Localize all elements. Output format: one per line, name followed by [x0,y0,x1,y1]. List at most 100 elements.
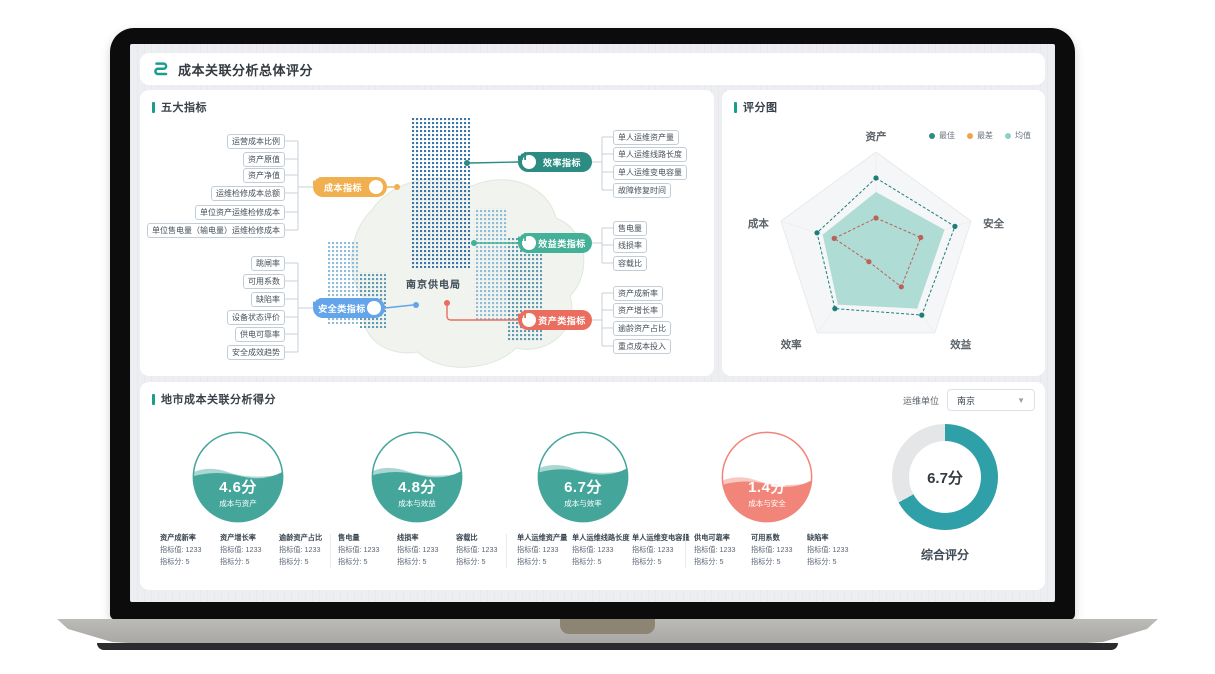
mindmap-leaf-benefit-1: 线损率 [613,238,647,253]
panel-score-radar-header: 评分图 [734,99,778,115]
gauge-label: 成本与效率 [564,499,602,508]
metric-11: 缺陷率 指标值: 1233 指标分: 5 [807,532,849,568]
gauge-score: 4.6分 [219,479,257,496]
mindmap-branch-label: 安全类指标 [318,303,366,314]
laptop-base-strip [97,643,1118,650]
radar-series-worst [833,217,922,288]
legend-item-1[interactable]: 最差 [967,130,993,141]
radar-series-best-dot [814,230,820,236]
mindmap-leaf-safety-3: 设备状态评价 [227,310,285,325]
panel-city-scores: 地市成本关联分析得分 运维单位 南京 ▼ 6.7分 综合评分 4.6分 成本与资产… [140,382,1045,590]
building-illustration [412,118,470,268]
mindmap-connectors [285,262,313,353]
mindmap-leaf-safety-4: 供电可靠率 [235,327,285,342]
legend-dot [929,132,935,139]
gauge-score: 4.8分 [398,479,436,496]
radar-series-best-dot [952,223,958,229]
gauge-label: 成本与资产 [219,499,257,508]
radar-series-worst-dot [918,234,924,241]
mindmap-branch-safety[interactable]: 安全类指标 [313,298,385,318]
radar-series-best [816,177,956,316]
mindmap-leaf-safety-2: 缺陷率 [251,292,285,307]
overall-score: 6.7分 [927,469,963,487]
metric-score: 指标分: 5 [456,557,486,566]
radar-axis-label: 效益 [950,338,971,351]
radar-legend: 最佳 最差 均值 [929,130,1031,141]
building-illustration [474,208,508,320]
metric-name: 容载比 [456,533,478,542]
legend-label: 最佳 [939,131,955,140]
metric-4: 线损率 指标值: 1233 指标分: 5 [397,532,439,568]
legend-dot [967,132,973,139]
metric-value: 指标值: 1233 [338,545,380,554]
legend-label: 最差 [977,131,993,140]
branch-link [384,304,414,309]
metric-8: 单人运维变电容量 指标值: 1233 指标分: 5 [632,532,690,568]
mindmap-leaf-cost-4: 单位资产运维检修成本 [195,205,285,220]
metric-score: 指标分: 5 [694,557,724,566]
mindmap-leaf-efficiency-0: 单人运维资产量 [613,130,679,145]
bar-chart-icon [518,233,536,250]
gauge-score: 6.7分 [564,479,602,496]
radar-axis-label: 资产 [866,130,887,143]
liquid-gauge-1: 4.8分 成本与效益 [370,430,464,524]
unit-filter: 运维单位 南京 ▼ [903,389,1035,411]
branch-link-dot [444,300,450,306]
metric-score: 指标分: 5 [220,557,250,566]
legend-item-2[interactable]: 均值 [1005,130,1031,141]
metrics-divider [506,534,507,568]
legend-item-0[interactable]: 最佳 [929,130,955,141]
metric-value: 指标值: 1233 [632,545,674,554]
mindmap-branch-cost[interactable]: 成本指标 [313,177,387,197]
mindmap-leaf-asset-2: 逾龄资产占比 [613,321,671,336]
mindmap-branch-benefit[interactable]: 效益类指标 [518,233,592,253]
mindmap-leaf-asset-1: 资产增长率 [613,303,663,318]
panel-five-indicators: 五大指标 运营成本比例 资产原值 资产净值 运维检修成本总额 单位资产运维检修成本 单位售… [140,90,714,376]
mindmap-branch-label: 资产类指标 [538,315,586,326]
metric-1: 资产增长率指标值: 1233 指标分: 5 [220,532,262,568]
liquid-gauge-2: 6.7分成本与效率 [536,430,630,524]
metric-value: 指标值: 1233 [160,545,202,554]
radar-series-best-dot [873,175,879,181]
mindmap-branch-asset[interactable]: 资产类指标 [518,310,592,330]
panel-city-scores-title: 地市成本关联分析得分 [161,394,276,406]
metric-name: 资产增长率 [220,533,256,542]
legend-label: 均值 [1015,131,1031,140]
metric-score: 指标分: 5 [572,557,602,566]
legend-dot [1005,132,1011,139]
bar-chart-icon [313,298,381,315]
metric-name: 单人运维变电容量 [632,533,690,542]
branch-link-dot [471,240,477,246]
radar-series-avg [822,192,945,309]
mindmap-connectors [592,136,613,191]
metric-name: 资产成新率 [160,533,196,542]
metric-name: 供电可靠率 [694,533,730,542]
metrics-divider [330,534,331,568]
radar-series-best-dot [919,312,925,318]
radar-axis-label: 成本 [748,217,769,230]
mindmap-leaf-safety-1: 可用系数 [243,274,285,289]
mindmap-leaf-cost-2: 资产净值 [243,168,285,183]
unit-select-value: 南京 [957,395,976,406]
mindmap-leaf-cost-3: 运维检修成本总额 [211,186,285,201]
bar-chart-icon [313,177,383,194]
metric-value: 指标值: 1233 [807,545,849,554]
branch-link [469,161,519,164]
metric-value: 指标值: 1233 [694,545,736,554]
gauge-label: 成本与安全 [748,499,786,508]
metric-score: 指标分: 5 [397,557,427,566]
metric-name: 逾龄资产占比 [279,533,323,542]
title-marker [152,101,155,113]
metric-3: 售电量 指标值: 1233 指标分: 5 [338,532,380,568]
bar-chart-icon [518,152,536,169]
mindmap-leaf-efficiency-3: 故障修复时间 [613,183,671,198]
mindmap-branch-efficiency[interactable]: 效率指标 [518,152,592,172]
mindmap-leaf-efficiency-1: 单人运维线路长度 [613,147,687,162]
app-header: 成本关联分析总体评分 [140,53,1045,85]
unit-select[interactable]: 南京 ▼ [947,389,1035,411]
metric-name: 单人运维线路长度 [572,533,630,542]
metric-value: 指标值: 1233 [220,545,262,554]
branch-link-dot [394,184,400,190]
mindmap-leaf-safety-0: 跳闸率 [251,256,285,271]
